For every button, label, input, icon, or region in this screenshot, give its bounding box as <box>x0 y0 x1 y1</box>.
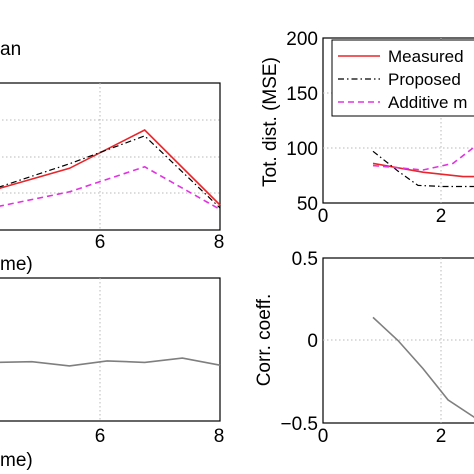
x-tick-label: 2 <box>436 206 447 227</box>
y-tick-label: 0.5 <box>292 249 318 270</box>
series-layer <box>372 316 474 419</box>
y-tick-label: 200 <box>286 29 318 50</box>
x-tick-label: 0 <box>318 206 329 227</box>
axes-frame <box>0 277 221 422</box>
x-tick-label: 8 <box>214 426 225 447</box>
axes-frame <box>322 37 474 204</box>
legend-label-proposed: Proposed <box>388 70 461 89</box>
y-tick-label: 100 <box>286 139 318 160</box>
panel-top-right: Tot. dist. (MSE) 200 150 100 50 0 2 Meas… <box>260 29 474 227</box>
x-axis-label-fragment: me) <box>0 254 33 275</box>
series-layer <box>0 357 221 367</box>
x-axis-label-fragment: me) <box>0 450 33 471</box>
series-line-2 <box>0 165 221 211</box>
legend-label-additive: Additive m <box>388 93 467 112</box>
axes-frame <box>0 82 221 231</box>
x-tick-label: 6 <box>95 426 106 447</box>
series-line-0 <box>372 316 474 419</box>
series-line-1 <box>0 135 221 209</box>
series-line-0 <box>0 129 221 206</box>
y-tick-label: 0 <box>307 331 318 352</box>
legend-label-measured: Measured <box>388 47 464 66</box>
y-axis-label: Tot. dist. (MSE) <box>260 57 281 187</box>
x-tick-label: 6 <box>95 232 106 253</box>
panel-bottom-left: 6 8 me) <box>0 277 225 471</box>
series-line-proposed <box>372 150 474 188</box>
legend: Measured Proposed Additive m <box>331 39 474 117</box>
panel-title-fragment: an <box>0 39 21 60</box>
series-line-0 <box>0 357 221 367</box>
x-tick-label: 8 <box>214 232 225 253</box>
y-tick-label: 50 <box>297 194 318 215</box>
y-tick-label: −0.5 <box>280 414 318 435</box>
y-tick-label: 150 <box>286 84 318 105</box>
series-layer <box>0 129 221 211</box>
series-layer <box>372 147 474 188</box>
y-axis-label: Corr. coeff. <box>254 294 275 387</box>
legend-box <box>331 39 474 117</box>
x-tick-label: 0 <box>318 426 329 447</box>
panel-bottom-right: Corr. coeff. 0.5 0 −0.5 0 2 <box>254 249 474 447</box>
panel-top-left: an 6 8 me) <box>0 39 224 275</box>
series-line-additive-m <box>372 147 474 171</box>
x-tick-label: 2 <box>436 426 447 447</box>
